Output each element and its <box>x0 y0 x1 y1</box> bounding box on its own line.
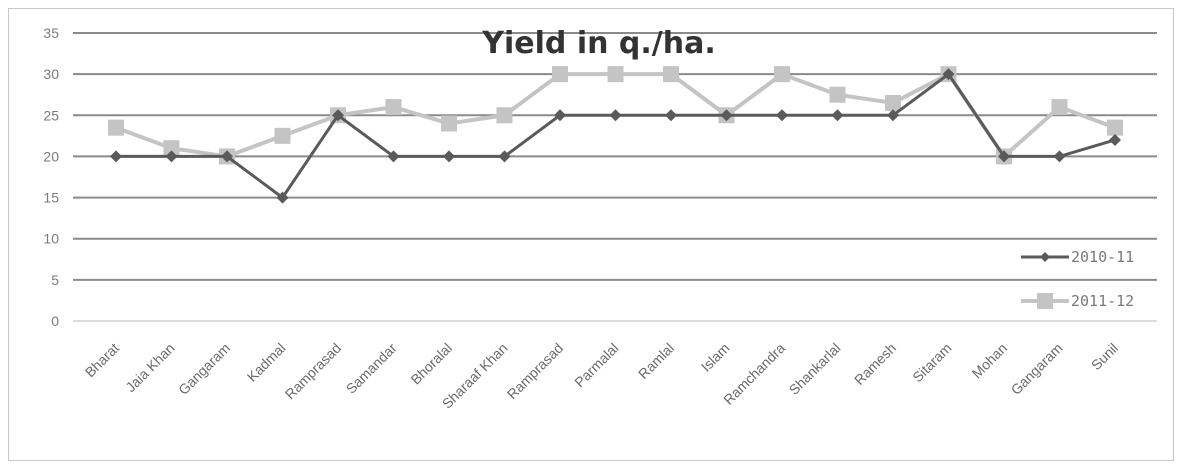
x-tick-label: Ramesh <box>851 340 899 388</box>
data-point <box>165 150 178 163</box>
data-point <box>831 109 844 122</box>
x-tick-label: Ramlal <box>635 340 677 382</box>
data-point <box>829 86 846 103</box>
legend-marker <box>1040 252 1050 262</box>
data-point <box>774 66 790 83</box>
data-point <box>1051 99 1068 116</box>
x-tick-label: Sitaram <box>909 340 954 385</box>
data-point <box>443 150 455 163</box>
x-tick-label: Shankarlal <box>786 340 844 398</box>
x-tick-label: Samandar <box>343 340 400 397</box>
data-point <box>163 140 180 157</box>
y-tick-label: 35 <box>43 25 59 41</box>
y-tick-label: 10 <box>43 231 59 247</box>
data-point <box>998 150 1010 163</box>
data-point <box>498 150 511 163</box>
chart-title: Yield in q./ha. <box>481 26 715 61</box>
data-point <box>885 94 901 111</box>
x-tick-label: Kadmal <box>244 340 289 385</box>
legend: 2010-11 2011-12 <box>1021 248 1134 310</box>
data-point <box>221 150 233 163</box>
y-tick-label: 15 <box>43 190 59 206</box>
data-point <box>387 150 400 163</box>
legend-item: 2011-12 <box>1021 292 1134 310</box>
series-2010-11 <box>110 68 1121 204</box>
x-tick-label: Sunil <box>1088 340 1121 373</box>
legend-item: 2010-11 <box>1021 248 1134 266</box>
data-point <box>609 109 622 122</box>
data-point <box>332 109 344 122</box>
data-point <box>663 66 679 83</box>
data-point <box>942 68 955 81</box>
data-point <box>441 115 457 132</box>
y-tick-label: 25 <box>43 107 59 123</box>
y-tick-label: 5 <box>51 272 59 288</box>
data-point <box>1109 133 1121 146</box>
data-point <box>276 191 289 204</box>
data-point <box>274 127 291 144</box>
data-point <box>496 107 513 124</box>
y-tick-label: 30 <box>43 66 59 82</box>
x-tick-label: Parmalal <box>571 340 621 390</box>
x-tick-label: Bhoralal <box>407 340 455 388</box>
x-tick-label: Jaia Khan <box>122 340 177 395</box>
x-tick-label: Ramprasad <box>282 340 344 402</box>
x-tick-label: Gangaram <box>1008 340 1066 398</box>
data-point <box>607 66 624 83</box>
x-tick-label: Gangaram <box>175 340 233 398</box>
series-lines <box>108 66 1123 204</box>
series-line <box>116 72 1116 200</box>
x-tick-label: Bharat <box>82 340 123 381</box>
data-point <box>1053 150 1066 163</box>
data-point <box>110 150 122 163</box>
x-tick-label: Mohan <box>969 340 1011 382</box>
data-point <box>108 119 124 136</box>
data-point <box>720 109 733 122</box>
data-point <box>665 109 677 122</box>
legend-marker <box>1037 293 1053 309</box>
legend-label: 2010-11 <box>1071 248 1134 266</box>
y-axis: 0 5 10 15 20 25 30 35 <box>43 25 59 329</box>
data-point <box>1107 119 1123 136</box>
data-point <box>887 109 899 122</box>
chart-frame: 0 5 10 15 20 25 30 35 Bharat Jaia Khan Gangaram Ka… <box>8 8 1174 461</box>
data-point <box>552 66 568 83</box>
data-point <box>776 109 788 122</box>
y-tick-label: 20 <box>43 148 59 164</box>
data-point <box>554 109 566 122</box>
data-point <box>385 99 402 116</box>
y-tick-label: 0 <box>51 313 59 329</box>
legend-label: 2011-12 <box>1071 292 1134 310</box>
x-tick-label: Islam <box>698 340 733 375</box>
x-tick-label: Ramprasad <box>504 340 566 402</box>
